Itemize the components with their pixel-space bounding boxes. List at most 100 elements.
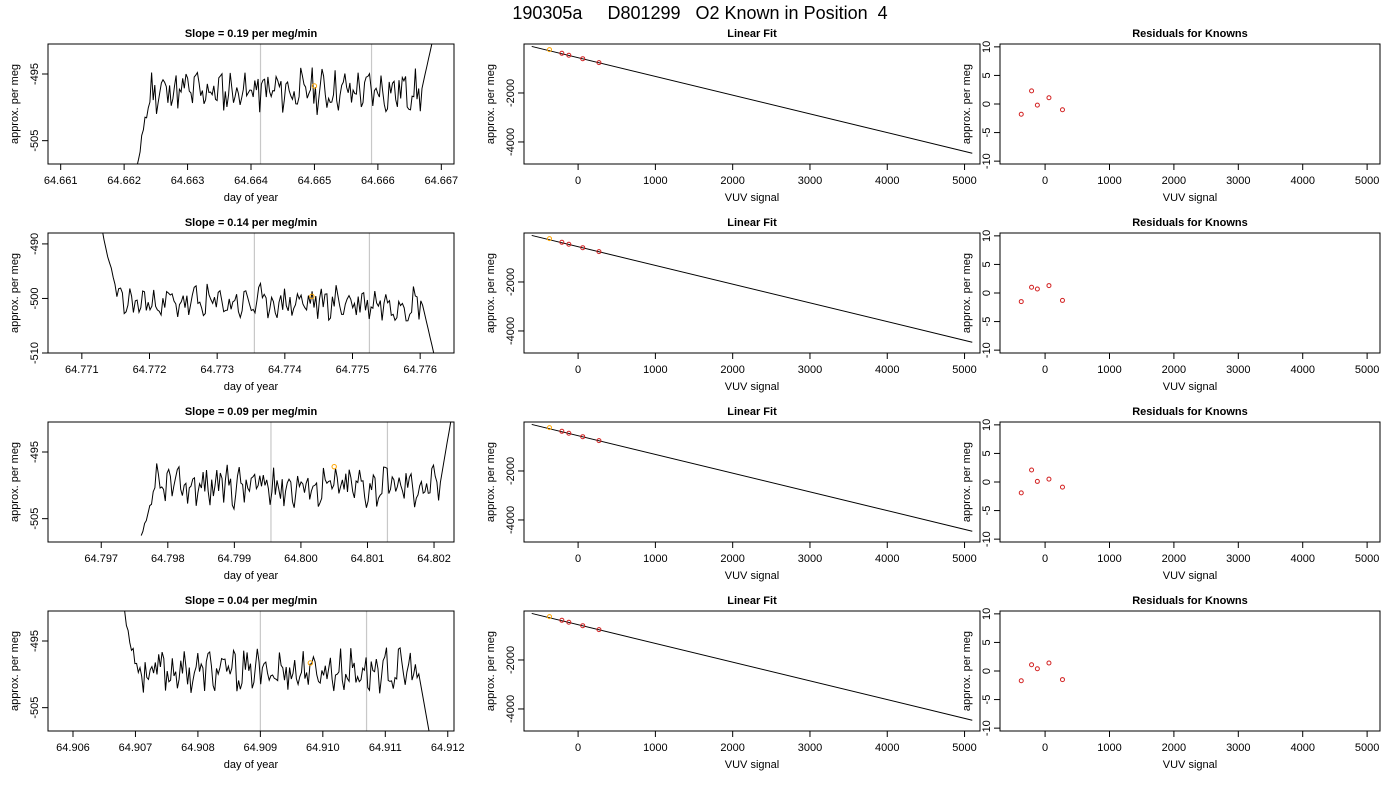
y-axis-label: approx. per meg xyxy=(9,442,21,522)
data-point xyxy=(1046,283,1052,289)
y-axis-label: approx. per meg xyxy=(961,64,973,144)
plot-area xyxy=(1018,88,1065,117)
y-tick-label: -2000 xyxy=(505,646,517,674)
x-tick-label: 64.773 xyxy=(200,364,234,376)
highlight-point xyxy=(547,614,553,620)
chart-title: Residuals for Knowns xyxy=(1132,217,1248,229)
chart-title: Slope = 0.14 per meg/min xyxy=(185,217,318,229)
x-tick-label: 4000 xyxy=(875,175,899,187)
y-tick-label: 5 xyxy=(981,639,993,645)
y-tick-label: -490 xyxy=(29,233,41,255)
x-tick-label: 1000 xyxy=(1097,364,1121,376)
plot-area xyxy=(123,611,430,731)
x-tick-label: 1000 xyxy=(643,742,667,754)
chart-panel: Residuals for Knowns 0 1000 2000 3000 4000 500… xyxy=(961,595,1381,771)
y-axis-label: approx. per meg xyxy=(961,442,973,522)
highlight-point xyxy=(547,425,553,431)
x-tick-label: 1000 xyxy=(643,364,667,376)
y-axis-label: approx. per meg xyxy=(9,64,21,144)
y-tick-label: -10 xyxy=(981,153,993,169)
x-tick-label: 1000 xyxy=(1097,553,1121,565)
x-tick-label: 5000 xyxy=(952,742,976,754)
x-tick-label: 64.665 xyxy=(298,175,332,187)
plot-frame xyxy=(47,421,455,543)
data-point xyxy=(1034,102,1040,108)
y-tick-label: -4000 xyxy=(505,506,517,534)
y-tick-label: -10 xyxy=(981,720,993,736)
chart-panel: Slope = 0.09 per meg/min 64.797 64.798 64.7… xyxy=(9,406,455,582)
x-tick-label: 5000 xyxy=(1355,364,1379,376)
data-point xyxy=(1034,478,1040,484)
x-tick-label: 0 xyxy=(575,553,581,565)
data-point xyxy=(596,249,602,255)
plot-area xyxy=(1018,467,1065,496)
data-series-line xyxy=(136,44,433,164)
y-tick-label: -2000 xyxy=(505,268,517,296)
data-point xyxy=(580,623,586,629)
y-axis-label: approx. per meg xyxy=(9,253,21,333)
x-tick-label: 2000 xyxy=(720,553,744,565)
x-tick-label: 64.664 xyxy=(234,175,268,187)
y-tick-label: -5 xyxy=(981,506,993,516)
data-point xyxy=(1046,660,1052,666)
x-tick-label: 64.667 xyxy=(424,175,458,187)
x-tick-label: 2000 xyxy=(720,364,744,376)
chart-title: Residuals for Knowns xyxy=(1132,595,1248,607)
y-tick-label: 10 xyxy=(981,608,993,620)
y-tick-label: 5 xyxy=(981,72,993,78)
y-tick-label: -505 xyxy=(29,697,41,719)
x-tick-label: 64.909 xyxy=(244,742,278,754)
y-tick-label: 5 xyxy=(981,261,993,267)
plot-area xyxy=(1018,283,1065,305)
x-tick-label: 5000 xyxy=(952,553,976,565)
chart-panel: Linear Fit 0 1000 2000 3000 4000 5000 -2000 -400… xyxy=(485,217,981,393)
x-tick-label: 64.910 xyxy=(306,742,340,754)
plot-area xyxy=(136,44,433,164)
y-tick-label: -510 xyxy=(29,342,41,364)
x-tick-label: 64.802 xyxy=(417,553,451,565)
data-point xyxy=(1029,284,1035,290)
y-tick-label: -10 xyxy=(981,531,993,547)
data-point xyxy=(559,50,565,56)
x-axis-label: day of year xyxy=(224,192,279,204)
x-tick-label: 3000 xyxy=(798,553,822,565)
plot-frame xyxy=(999,232,1381,354)
highlight-point xyxy=(331,463,337,470)
data-point xyxy=(1059,484,1065,490)
x-tick-label: 5000 xyxy=(952,364,976,376)
data-point xyxy=(1029,467,1035,473)
data-point xyxy=(1059,297,1065,303)
y-axis-label: approx. per meg xyxy=(961,253,973,333)
x-tick-label: 4000 xyxy=(1290,175,1314,187)
x-tick-label: 2000 xyxy=(1162,364,1186,376)
fit-line xyxy=(531,45,973,154)
y-axis-label: approx. per meg xyxy=(961,631,973,711)
chart-title: Slope = 0.09 per meg/min xyxy=(185,406,318,418)
figure-title: 190305a D801299 O2 Known in Position 4 xyxy=(512,3,888,23)
x-tick-label: 64.663 xyxy=(171,175,205,187)
x-tick-label: 0 xyxy=(575,364,581,376)
x-tick-label: 64.908 xyxy=(181,742,215,754)
data-point xyxy=(1018,678,1024,684)
chart-panel: Linear Fit 0 1000 2000 3000 4000 5000 -2000 -400… xyxy=(485,28,981,204)
x-tick-label: 2000 xyxy=(720,742,744,754)
x-tick-label: 0 xyxy=(1042,742,1048,754)
x-axis-label: VUV signal xyxy=(725,759,779,771)
x-tick-label: 64.771 xyxy=(65,364,99,376)
y-tick-label: 10 xyxy=(981,419,993,431)
x-tick-label: 64.774 xyxy=(268,364,302,376)
x-tick-label: 5000 xyxy=(1355,175,1379,187)
highlight-point xyxy=(547,47,553,53)
data-point xyxy=(1018,490,1024,496)
chart-title: Linear Fit xyxy=(727,595,777,607)
plot-area xyxy=(102,233,435,353)
x-tick-label: 1000 xyxy=(643,553,667,565)
data-point xyxy=(1029,662,1035,668)
data-point xyxy=(566,430,572,436)
y-tick-label: -505 xyxy=(29,130,41,152)
x-axis-label: VUV signal xyxy=(725,570,779,582)
x-tick-label: 3000 xyxy=(1226,175,1250,187)
x-axis-label: VUV signal xyxy=(725,192,779,204)
y-axis-label: approx. per meg xyxy=(485,253,497,333)
chart-title: Residuals for Knowns xyxy=(1132,28,1248,40)
